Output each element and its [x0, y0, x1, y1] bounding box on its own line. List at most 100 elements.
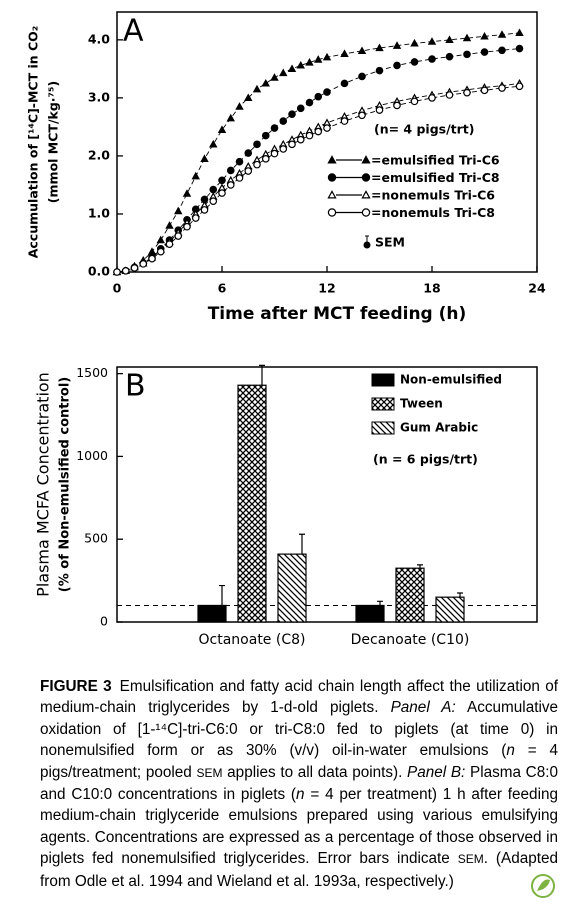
marker — [226, 113, 235, 122]
legend-label: =emulsified Tri-C8 — [371, 170, 500, 185]
legend-marker — [361, 155, 371, 164]
marker — [183, 222, 191, 231]
legend-swatch — [371, 421, 395, 435]
caption-text: applies to all data points). — [222, 763, 408, 781]
legend-label: Gum Arabic — [400, 421, 478, 435]
caption-text: SEM — [196, 765, 223, 780]
marker — [428, 55, 436, 63]
marker — [462, 33, 472, 42]
marker — [182, 189, 192, 197]
marker — [113, 268, 121, 276]
marker — [323, 88, 331, 96]
figure: 0.0 1.0 2.0 3.0 4.0 0 6 12 18 24 Time after MCT fe… — [26, 11, 546, 648]
y-tick-label: 2.0 — [88, 147, 110, 162]
marker — [357, 46, 367, 55]
error-bar — [299, 533, 305, 555]
legend-label: =nonemuls Tri-C8 — [371, 205, 495, 220]
y-axis-label: Plasma MCFA Concentration — [34, 372, 53, 597]
y-tick-label: 3.0 — [88, 89, 110, 104]
panel-label: A — [123, 14, 144, 49]
marker — [497, 30, 507, 38]
marker — [296, 60, 305, 69]
marker — [288, 110, 296, 118]
error-bar — [457, 592, 463, 598]
marker — [235, 102, 244, 110]
marker — [314, 55, 323, 63]
marker — [191, 171, 200, 180]
x-tick-label: Octanoate (C8) — [199, 632, 306, 648]
bar — [277, 553, 307, 623]
marker — [445, 91, 454, 99]
marker — [244, 149, 253, 157]
marker — [427, 37, 437, 45]
legend-marker — [327, 155, 337, 164]
legend-marker — [327, 173, 337, 182]
marker — [226, 181, 235, 189]
y-axis-label: Accumulation of [¹⁴C]-MCT in CO₂ — [26, 26, 41, 259]
marker — [287, 64, 297, 73]
marker — [358, 72, 366, 81]
marker — [218, 189, 226, 197]
y-tick-label: 1000 — [76, 448, 108, 463]
sem-label: SEM — [375, 235, 405, 250]
y-tick-label: 1.0 — [88, 205, 110, 220]
marker — [480, 31, 489, 40]
caption-text: Emulsification and fatty acid chain leng… — [40, 678, 558, 717]
marker — [174, 206, 183, 215]
caption-text: Accumulative oxidation of [1-¹⁴C]-tri-C6… — [40, 699, 559, 760]
annotation: (n = 6 pigs/trt) — [373, 452, 478, 467]
bar — [197, 604, 227, 623]
marker — [130, 264, 139, 272]
y-tick-label: 0 — [100, 614, 108, 629]
annotation: (n= 4 pigs/trt) — [374, 122, 475, 137]
marker — [515, 28, 524, 37]
legend-label: Non-emulsified — [400, 373, 502, 387]
marker — [226, 166, 235, 175]
marker — [191, 214, 200, 222]
marker — [200, 206, 209, 214]
marker — [174, 232, 183, 240]
marker — [358, 111, 366, 120]
error-bar — [259, 364, 265, 386]
marker — [209, 139, 218, 148]
marker — [217, 125, 227, 133]
caption-text: . (Adapted from Odle et al. 1994 and Wie… — [40, 850, 558, 890]
marker — [156, 247, 165, 256]
marker — [244, 93, 253, 102]
marker — [305, 98, 314, 107]
plot-frame — [116, 366, 538, 623]
y-tick-label: 4.0 — [88, 31, 110, 46]
marker — [340, 79, 349, 88]
y-tick-label: 500 — [84, 531, 108, 546]
error-bar — [417, 564, 423, 569]
caption-label: FIGURE 3 — [40, 678, 112, 695]
marker — [296, 104, 305, 113]
marker — [218, 176, 226, 185]
caption-text: = 4 per treatment) 1 h after feeding med… — [40, 786, 558, 868]
marker — [340, 117, 349, 125]
marker — [235, 174, 244, 182]
error-bar — [219, 584, 225, 606]
bar — [355, 604, 385, 623]
marker — [515, 44, 524, 53]
marker — [375, 106, 384, 114]
marker — [270, 124, 279, 132]
marker — [253, 160, 261, 169]
legend-swatch — [371, 397, 395, 411]
marker — [314, 127, 323, 136]
x-axis-label: Time after MCT feeding (h) — [208, 304, 467, 324]
marker — [375, 43, 384, 52]
marker — [410, 58, 419, 66]
marker — [279, 68, 288, 77]
marker — [261, 78, 270, 87]
marker — [340, 49, 349, 57]
error-bar — [377, 600, 383, 606]
y-tick-label: 1500 — [76, 365, 108, 380]
marker — [261, 155, 270, 163]
marker — [165, 240, 174, 248]
marker — [148, 254, 156, 263]
marker — [480, 48, 489, 56]
marker — [279, 145, 288, 153]
marker — [463, 88, 471, 97]
legend-label: Tween — [400, 397, 443, 411]
